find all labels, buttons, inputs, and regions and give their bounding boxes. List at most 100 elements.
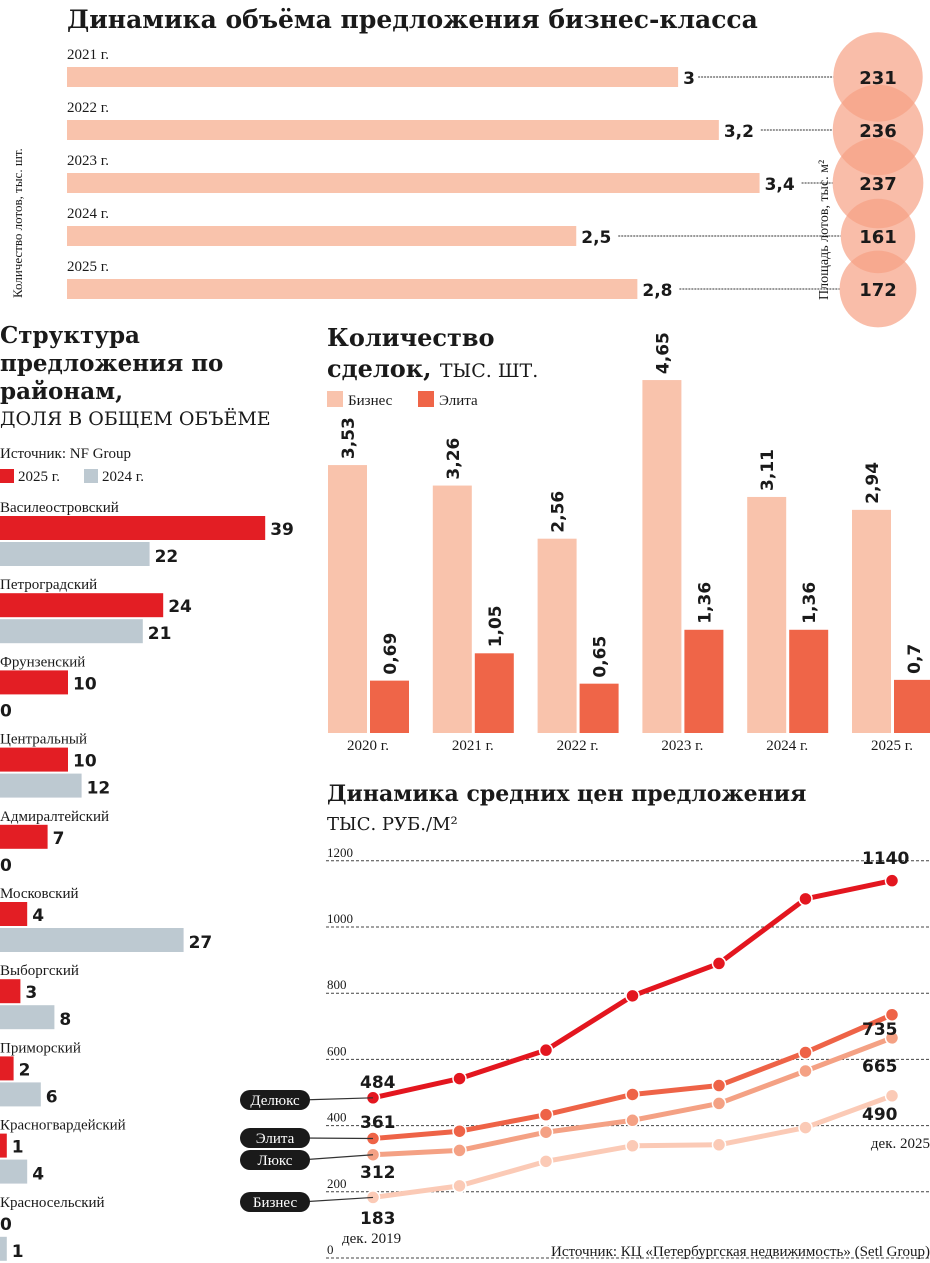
bar-2025 bbox=[0, 670, 68, 695]
value-label-2024: 6 bbox=[46, 1087, 58, 1107]
data-point bbox=[538, 1107, 554, 1122]
legend-label-elite: Элита bbox=[439, 393, 478, 409]
bar-2025 bbox=[0, 1056, 14, 1081]
bar-2025 bbox=[0, 902, 28, 926]
chart-header-box: Структура предложения по районам, доля в … bbox=[0, 322, 271, 432]
data-point bbox=[452, 1123, 467, 1139]
value-label-2025: 0 bbox=[0, 1215, 12, 1235]
data-point bbox=[711, 1078, 727, 1093]
bar bbox=[67, 279, 638, 299]
district-label: Петроградский bbox=[0, 577, 97, 593]
y-axis-label: тыс. руб./м² bbox=[327, 814, 458, 835]
area-label: 161 bbox=[859, 227, 897, 248]
data-point bbox=[711, 956, 727, 971]
data-point bbox=[538, 1124, 554, 1140]
y-tick-label: 600 bbox=[327, 1043, 347, 1058]
value-label: 3,2 bbox=[724, 122, 754, 142]
value-label: 0,65 bbox=[591, 636, 611, 678]
data-point bbox=[538, 1042, 554, 1058]
data-point bbox=[625, 988, 640, 1004]
value-label: 1,05 bbox=[486, 605, 506, 647]
bar-elite bbox=[370, 680, 409, 733]
x-tick-label: 2021 г. bbox=[452, 738, 494, 754]
pill-connector bbox=[299, 1137, 374, 1140]
pill-connector bbox=[299, 1097, 374, 1101]
x-tick-label: 2022 г. bbox=[557, 738, 599, 754]
category-label: 2023 г. bbox=[67, 153, 109, 169]
data-point bbox=[711, 1096, 727, 1111]
district-label: Василеостровский bbox=[0, 500, 119, 516]
y-tick-label: 400 bbox=[327, 1110, 347, 1125]
x-tick-label: 2024 г. bbox=[766, 738, 808, 754]
legend-label-2024: 2024 г. bbox=[102, 469, 144, 485]
value-label: 3,11 bbox=[758, 449, 778, 491]
district-label: Красногвардейский bbox=[0, 1118, 126, 1134]
value-label-2024: 4 bbox=[32, 1165, 44, 1185]
series-name: Люкс bbox=[258, 1153, 293, 1169]
bar-business bbox=[432, 485, 472, 733]
category-label: 2025 г. bbox=[67, 259, 109, 275]
data-point bbox=[711, 1137, 727, 1153]
series-pill bbox=[240, 1192, 310, 1212]
value-label-2025: 10 bbox=[73, 674, 97, 694]
bar-2024 bbox=[0, 1236, 7, 1261]
data-point bbox=[538, 1154, 554, 1169]
chart-subtitle: тыс. шт. bbox=[439, 360, 539, 382]
data-point bbox=[884, 873, 900, 888]
data-point bbox=[798, 1063, 813, 1079]
value-label-2024: 22 bbox=[155, 547, 179, 567]
y-tick-label: 0 bbox=[327, 1242, 334, 1257]
area-label: 172 bbox=[859, 280, 897, 301]
value-label: 3,26 bbox=[444, 438, 464, 480]
value-label: 1,36 bbox=[695, 582, 715, 624]
category-label: 2024 г. bbox=[67, 206, 109, 222]
x-end-label: дек. 2025 bbox=[871, 1136, 930, 1152]
value-label-2024: 1 bbox=[12, 1242, 24, 1262]
series-pill bbox=[240, 1150, 310, 1170]
bar-business bbox=[642, 380, 682, 733]
bar-business bbox=[852, 509, 891, 733]
bar bbox=[67, 120, 719, 140]
bar bbox=[67, 173, 760, 193]
area-label: 237 bbox=[859, 174, 897, 195]
bar-elite bbox=[579, 683, 619, 733]
start-value-label: 361 bbox=[360, 1113, 396, 1133]
area-circle bbox=[839, 250, 917, 328]
chart-header: Количество сделок, тыс. шт. bbox=[327, 322, 587, 384]
value-label-2025: 2 bbox=[19, 1060, 31, 1080]
y-tick-label: 800 bbox=[327, 977, 347, 992]
bar-business bbox=[328, 465, 367, 733]
data-point bbox=[625, 1138, 640, 1154]
y-axis-label: Количество лотов, тыс. шт. bbox=[10, 148, 25, 298]
value-label-2024: 12 bbox=[87, 779, 111, 799]
category-label: 2022 г. bbox=[67, 100, 109, 116]
value-label-2024: 27 bbox=[189, 933, 213, 953]
value-label: 3 bbox=[683, 69, 695, 89]
series-pill bbox=[240, 1128, 310, 1148]
chart-title: Количество сделок, bbox=[327, 323, 495, 383]
value-label: 3,53 bbox=[339, 417, 359, 459]
bar-2024 bbox=[0, 1159, 28, 1184]
district-label: Московский bbox=[0, 886, 79, 902]
start-value-label: 312 bbox=[360, 1163, 396, 1183]
bar-elite bbox=[789, 629, 829, 733]
value-label-2025: 4 bbox=[32, 906, 44, 926]
value-label: 0,69 bbox=[381, 633, 401, 675]
bar-business bbox=[537, 538, 577, 733]
bar-elite bbox=[894, 679, 930, 733]
bar-2024 bbox=[0, 1005, 55, 1030]
bar-2025 bbox=[0, 1133, 7, 1158]
secondary-axis-label: Площадь лотов, тыс. м² bbox=[817, 160, 832, 300]
chart-header-box: Количество сделок, тыс. шт. bbox=[327, 322, 587, 384]
pill-connector bbox=[299, 1196, 374, 1203]
series-pill bbox=[240, 1090, 310, 1110]
bar-2024 bbox=[0, 928, 184, 952]
value-label: 4,65 bbox=[653, 332, 673, 374]
value-label: 3,4 bbox=[765, 175, 795, 195]
value-label: 0,7 bbox=[905, 644, 925, 674]
legend-swatch-2024 bbox=[84, 469, 98, 483]
value-label: 2,8 bbox=[642, 281, 672, 301]
value-label-2024: 8 bbox=[59, 1010, 71, 1030]
value-label-2024: 0 bbox=[0, 701, 12, 721]
